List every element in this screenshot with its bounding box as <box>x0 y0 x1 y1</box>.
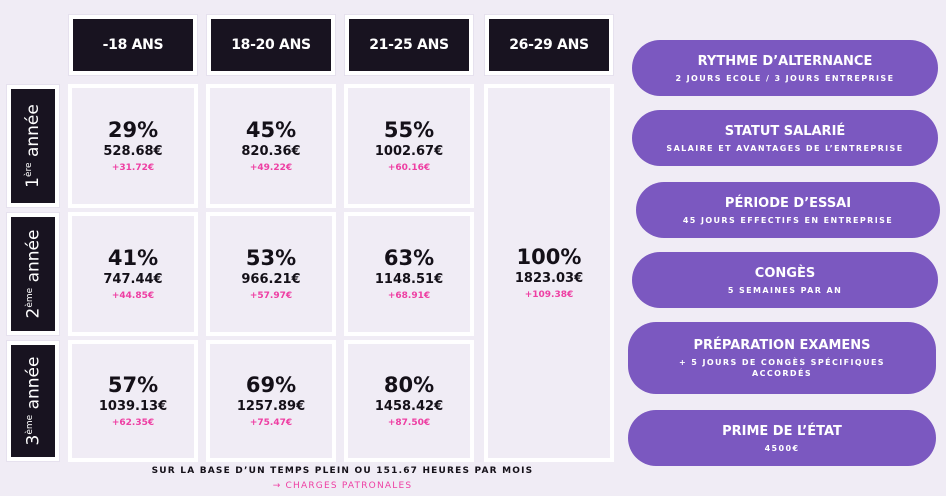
cell-year2-18-20: 53% 966.21€ +57.97€ <box>206 212 336 336</box>
header-26-29-label: 26-29 ANS <box>489 19 609 71</box>
cell-charges: +75.47€ <box>249 418 293 428</box>
pill-statut-salarie: STATUT SALARIÉ SALAIRE ET AVANTAGES DE L… <box>632 110 938 166</box>
cell-pct: 41% <box>107 246 159 270</box>
cell-amount: 820.36€ <box>241 144 301 159</box>
cell-26-29-all-years: 100% 1823.03€ +109.38€ <box>484 84 614 462</box>
header-under-18-label: -18 ANS <box>73 19 193 71</box>
header-26-29: 26-29 ANS <box>484 14 614 76</box>
cell-pct: 100% <box>516 245 582 269</box>
row-label-year-2: 2ème année <box>6 212 60 336</box>
cell-amount: 528.68€ <box>103 144 163 159</box>
cell-year1-under18: 29% 528.68€ +31.72€ <box>68 84 198 208</box>
cell-year1-21-25: 55% 1002.67€ +60.16€ <box>344 84 474 208</box>
cell-pct: 80% <box>383 373 435 397</box>
pill-title: PÉRIODE D’ESSAI <box>724 195 852 211</box>
cell-year3-18-20: 69% 1257.89€ +75.47€ <box>206 340 336 462</box>
cell-year2-21-25: 63% 1148.51€ +68.91€ <box>344 212 474 336</box>
cell-pct: 45% <box>245 118 297 142</box>
row-label-year-2-num: 2 <box>23 307 43 319</box>
header-18-20-label: 18-20 ANS <box>211 19 331 71</box>
row-label-year-1-sup: ère <box>24 162 35 178</box>
pill-prime-etat: PRIME DE L’ÉTAT 4500€ <box>628 410 936 466</box>
row-label-year-3-text: année <box>23 356 43 410</box>
cell-pct: 55% <box>383 118 435 142</box>
pill-subtitle: SALAIRE ET AVANTAGES DE L’ENTREPRISE <box>666 143 904 153</box>
cell-amount: 1148.51€ <box>374 272 444 287</box>
pill-subtitle: 4500€ <box>764 443 800 453</box>
cell-charges: +62.35€ <box>111 418 155 428</box>
pill-conges: CONGÈS 5 SEMAINES PAR AN <box>632 252 938 308</box>
cell-charges: +87.50€ <box>387 418 431 428</box>
pill-title: RYTHME D’ALTERNANCE <box>697 53 873 69</box>
cell-year2-under18: 41% 747.44€ +44.85€ <box>68 212 198 336</box>
row-label-year-1: 1ère année <box>6 84 60 208</box>
pill-subtitle: + 5 JOURS DE CONGÈS SPÉCIFIQUES ACCORDÉS <box>679 358 885 378</box>
cell-pct: 57% <box>107 373 159 397</box>
cell-amount: 1257.89€ <box>236 399 306 414</box>
cell-charges: +60.16€ <box>387 163 431 173</box>
header-18-20: 18-20 ANS <box>206 14 336 76</box>
header-21-25: 21-25 ANS <box>344 14 474 76</box>
footer-basis-note: SUR LA BASE D’UN TEMPS PLEIN OU 151.67 H… <box>151 466 534 476</box>
cell-charges: +109.38€ <box>524 290 574 300</box>
cell-pct: 53% <box>245 246 297 270</box>
cell-amount: 1039.13€ <box>98 399 168 414</box>
pill-title: CONGÈS <box>754 265 816 281</box>
row-label-year-1-num: 1 <box>23 177 44 188</box>
row-label-year-2-sup: ème <box>24 287 35 308</box>
pill-title: PRÉPARATION EXAMENS <box>693 338 871 353</box>
cell-year3-21-25: 80% 1458.42€ +87.50€ <box>344 340 474 462</box>
pill-title: PRIME DE L’ÉTAT <box>722 423 842 439</box>
cell-year3-under18: 57% 1039.13€ +62.35€ <box>68 340 198 462</box>
header-under-18: -18 ANS <box>68 14 198 76</box>
header-21-25-label: 21-25 ANS <box>349 19 469 71</box>
cell-amount: 1002.67€ <box>374 144 444 159</box>
cell-charges: +68.91€ <box>387 291 431 301</box>
pill-subtitle: 45 JOURS EFFECTIFS EN ENTREPRISE <box>682 215 894 225</box>
cell-pct: 63% <box>383 246 435 270</box>
cell-amount: 747.44€ <box>103 272 163 287</box>
cell-charges: +57.97€ <box>249 291 293 301</box>
cell-amount: 1458.42€ <box>374 399 444 414</box>
cell-charges: +31.72€ <box>111 163 155 173</box>
row-label-year-3-num: 3 <box>23 434 43 446</box>
pill-rythme-alternance: RYTHME D’ALTERNANCE 2 JOURS ECOLE / 3 JO… <box>632 40 938 96</box>
cell-amount: 1823.03€ <box>514 271 584 286</box>
pill-preparation-examens: PRÉPARATION EXAMENS + 5 JOURS DE CONGÈS … <box>628 322 936 394</box>
pill-periode-essai: PÉRIODE D’ESSAI 45 JOURS EFFECTIFS EN EN… <box>636 182 940 238</box>
cell-pct: 29% <box>107 118 159 142</box>
cell-charges: +49.22€ <box>249 163 293 173</box>
row-label-year-3-sup: ème <box>24 414 35 435</box>
row-label-year-2-text: année <box>23 229 43 283</box>
cell-amount: 966.21€ <box>241 272 301 287</box>
cell-pct: 69% <box>245 373 297 397</box>
cell-year1-18-20: 45% 820.36€ +49.22€ <box>206 84 336 208</box>
footer-charges-legend: → CHARGES PATRONALES <box>272 481 413 491</box>
row-label-year-1-text: année <box>23 104 44 158</box>
pill-title: STATUT SALARIÉ <box>724 123 846 139</box>
row-label-year-3: 3ème année <box>6 340 60 462</box>
pill-subtitle: 5 SEMAINES PAR AN <box>727 285 843 295</box>
pill-subtitle: 2 JOURS ECOLE / 3 JOURS ENTREPRISE <box>675 73 895 83</box>
cell-charges: +44.85€ <box>111 291 155 301</box>
